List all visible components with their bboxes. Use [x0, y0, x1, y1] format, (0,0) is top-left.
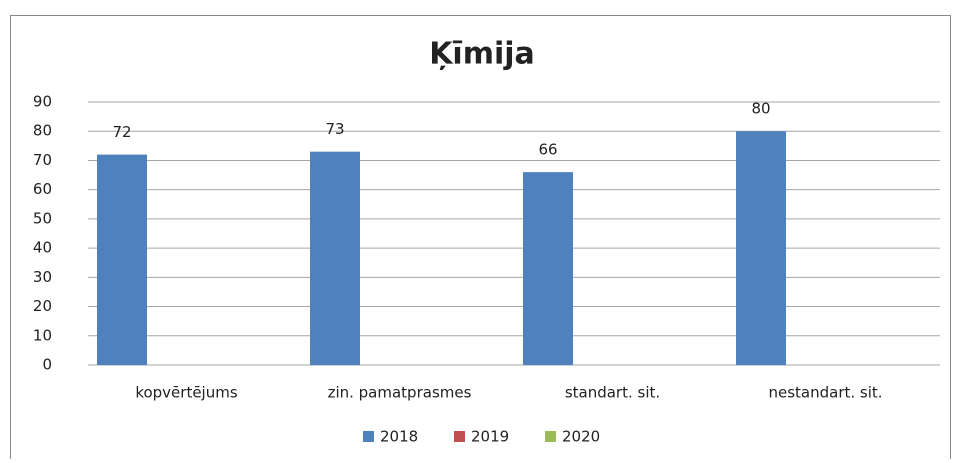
y-tick-label: 80 — [33, 122, 52, 140]
y-tick-label: 60 — [33, 180, 52, 198]
chart-title: Ķīmija — [429, 37, 535, 72]
y-tick-label: 90 — [33, 93, 52, 111]
legend-label: 2019 — [471, 428, 509, 446]
bar — [97, 154, 147, 365]
y-tick-label: 70 — [33, 151, 52, 169]
x-tick-label: kopvērtējums — [135, 384, 238, 402]
x-tick-label: zin. pamatprasmes — [328, 384, 472, 402]
bar — [736, 131, 786, 365]
data-label: 73 — [325, 120, 344, 138]
bar — [310, 151, 360, 365]
chart-border — [10, 15, 951, 463]
x-tick-label: standart. sit. — [565, 384, 660, 402]
data-label: 66 — [538, 141, 557, 159]
data-label: 80 — [751, 100, 770, 118]
y-tick-label: 40 — [33, 239, 52, 257]
legend-swatch — [545, 431, 556, 442]
y-tick-label: 30 — [33, 268, 52, 286]
y-tick-label: 0 — [42, 356, 52, 374]
legend-label: 2018 — [380, 428, 418, 446]
y-tick-label: 50 — [33, 209, 52, 227]
y-tick-label: 20 — [33, 297, 52, 315]
data-label: 72 — [112, 123, 131, 141]
legend-label: 2020 — [562, 428, 600, 446]
x-tick-label: nestandart. sit. — [768, 384, 882, 402]
bar — [523, 172, 573, 365]
y-tick-label: 10 — [33, 326, 52, 344]
legend-swatch — [454, 431, 465, 442]
legend-swatch — [363, 431, 374, 442]
